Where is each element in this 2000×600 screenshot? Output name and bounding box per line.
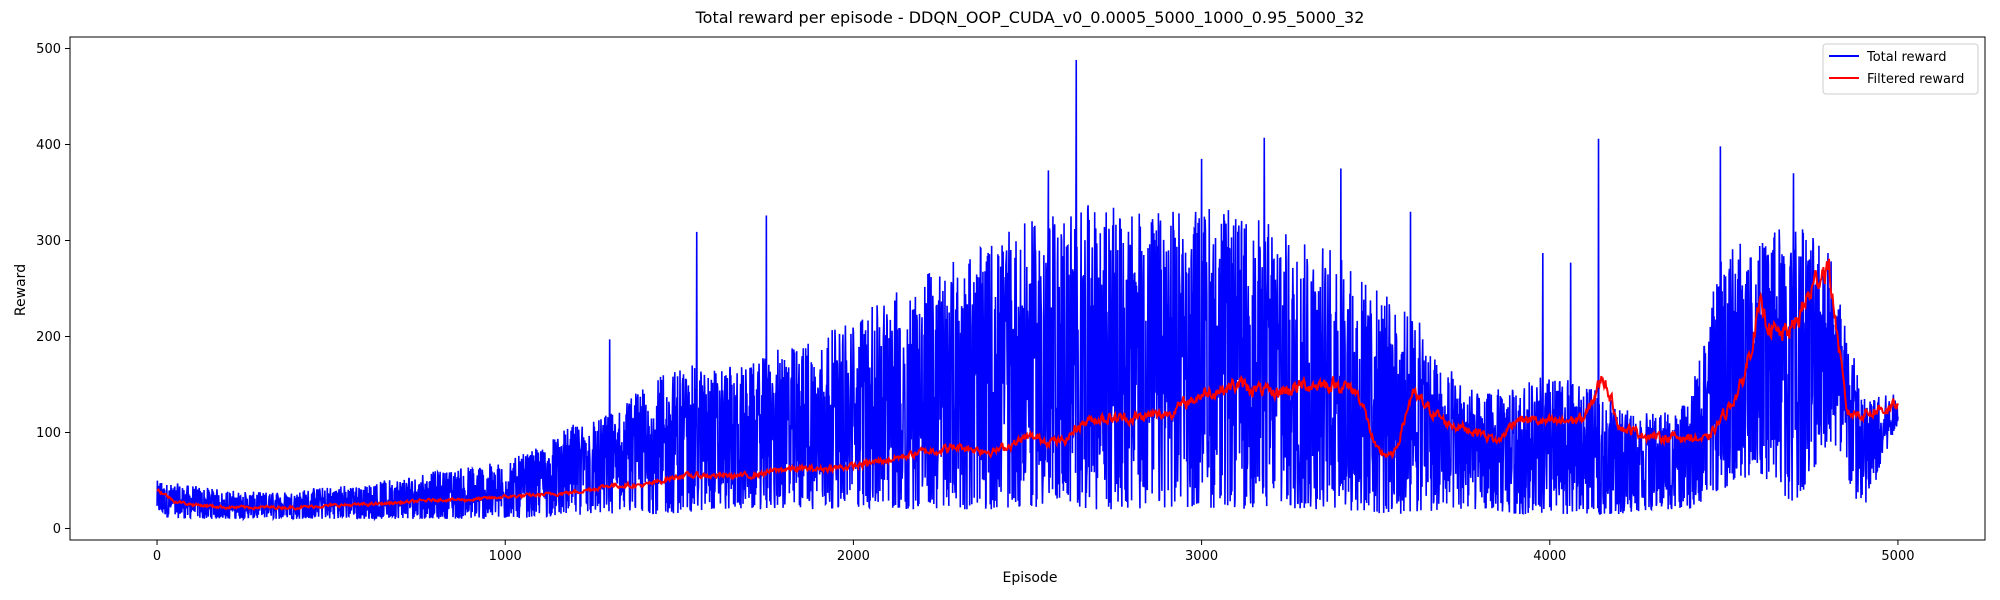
legend: Total reward Filtered reward bbox=[1822, 43, 1979, 95]
x-axis-label: Episode bbox=[1003, 570, 1058, 586]
y-tick-label: 100 bbox=[36, 426, 61, 441]
x-tick-label: 5000 bbox=[1881, 549, 1914, 564]
x-tick-label: 2000 bbox=[837, 549, 870, 564]
x-tick-label: 4000 bbox=[1533, 549, 1566, 564]
series-line-total-reward bbox=[156, 60, 1899, 522]
legend-label-total-reward: Total reward bbox=[1866, 50, 1947, 65]
legend-box bbox=[1822, 43, 1979, 95]
x-tick-label: 1000 bbox=[489, 549, 522, 564]
y-axis-label: Reward bbox=[13, 264, 29, 316]
plot-frame bbox=[69, 36, 1986, 541]
y-tick-label: 300 bbox=[36, 234, 61, 249]
x-tick-label: 3000 bbox=[1185, 549, 1218, 564]
y-tick-label: 400 bbox=[36, 138, 61, 153]
legend-label-filtered-reward: Filtered reward bbox=[1867, 72, 1964, 87]
chart-title: Total reward per episode - DDQN_OOP_CUDA… bbox=[695, 8, 1365, 28]
series-line-filtered-reward bbox=[156, 258, 1899, 511]
x-tick-label: 0 bbox=[153, 549, 161, 564]
y-tick-label: 0 bbox=[53, 522, 61, 537]
y-tick-label: 500 bbox=[36, 42, 61, 57]
y-tick-label: 200 bbox=[36, 330, 61, 345]
